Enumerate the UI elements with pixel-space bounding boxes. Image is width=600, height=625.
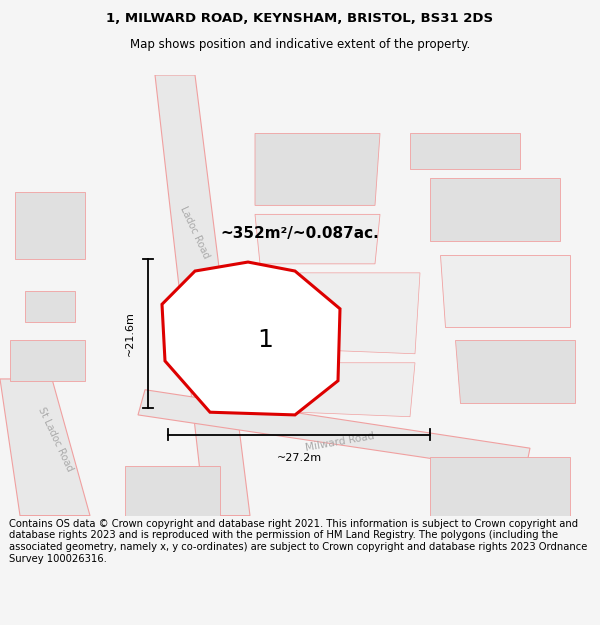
Polygon shape [25,291,75,322]
Text: ~352m²/~0.087ac.: ~352m²/~0.087ac. [220,226,379,241]
Polygon shape [255,214,380,264]
Polygon shape [410,134,520,169]
Polygon shape [15,192,85,259]
Polygon shape [455,340,575,403]
Polygon shape [300,273,420,354]
Text: 1, MILWARD ROAD, KEYNSHAM, BRISTOL, BS31 2DS: 1, MILWARD ROAD, KEYNSHAM, BRISTOL, BS31… [106,12,494,25]
Text: Map shows position and indicative extent of the property.: Map shows position and indicative extent… [130,38,470,51]
Polygon shape [0,379,90,516]
Text: ~21.6m: ~21.6m [125,311,135,356]
Text: St Ladoc Road: St Ladoc Road [36,406,74,473]
Text: Contains OS data © Crown copyright and database right 2021. This information is : Contains OS data © Crown copyright and d… [9,519,587,564]
Polygon shape [298,362,415,417]
Text: ~27.2m: ~27.2m [277,452,322,462]
Text: Ladoc Road: Ladoc Road [179,204,211,260]
Polygon shape [125,466,220,516]
Text: 1: 1 [257,328,273,352]
Polygon shape [155,75,250,516]
Polygon shape [255,134,380,206]
Polygon shape [430,457,570,516]
Text: Milward Road: Milward Road [305,431,375,453]
Polygon shape [440,255,570,327]
Polygon shape [138,390,530,472]
Polygon shape [430,178,560,241]
Polygon shape [10,340,85,381]
Polygon shape [162,262,340,415]
